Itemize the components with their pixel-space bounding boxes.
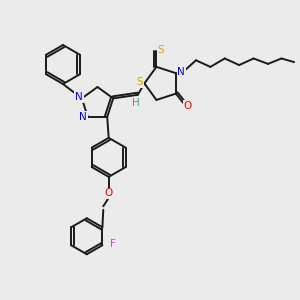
Text: S: S: [136, 77, 143, 87]
Text: N: N: [80, 112, 87, 122]
Text: N: N: [75, 92, 83, 102]
Text: S: S: [158, 45, 164, 55]
Text: O: O: [105, 188, 113, 198]
Text: N: N: [177, 67, 185, 77]
Text: H: H: [132, 98, 140, 108]
Text: F: F: [110, 239, 116, 249]
Text: O: O: [184, 100, 192, 111]
